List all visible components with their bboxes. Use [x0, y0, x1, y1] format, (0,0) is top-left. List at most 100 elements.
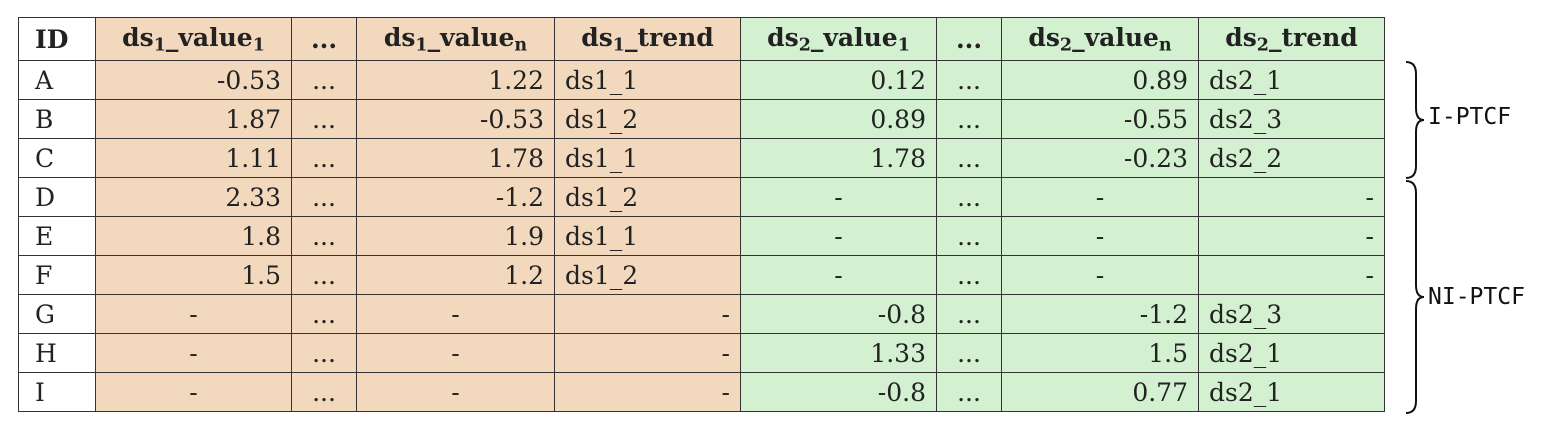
cell-ds1-tr: ds1_2: [554, 177, 741, 217]
cell-ds2-v1: -: [740, 255, 937, 295]
header-ds1-valuen: ds1_valuen: [356, 17, 555, 61]
header-ds2-trend: ds2_trend: [1198, 17, 1385, 61]
cell-ds2-tr: -: [1198, 216, 1385, 256]
brace-i-ptcf: [1405, 61, 1425, 179]
cell-ds2-tr: ds2_3: [1198, 294, 1385, 334]
cell-ds2-v1: -: [740, 216, 937, 256]
table-row: D 2.33... -1.2 ds1_2-... - -: [18, 177, 1385, 217]
table-body: A -0.53... 1.22 ds1_1 0.12... 0.89 ds2_1 B 1.87.…: [18, 60, 1385, 412]
cell-id: F: [18, 255, 96, 295]
cell-e1: ...: [291, 216, 357, 256]
cell-ds1-vn: 1.78: [356, 138, 555, 178]
cell-ds1-v1: 1.87: [95, 99, 292, 139]
cell-e1: ...: [291, 60, 357, 100]
cell-ds2-vn: -: [1001, 255, 1199, 295]
cell-ds2-tr: -: [1198, 177, 1385, 217]
cell-ds2-v1: 1.78: [740, 138, 937, 178]
cell-ds1-v1: -0.53: [95, 60, 292, 100]
cell-ds1-tr: -: [554, 372, 741, 412]
cell-e1: ...: [291, 177, 357, 217]
cell-ds2-tr: ds2_1: [1198, 372, 1385, 412]
cell-ds2-tr: ds2_1: [1198, 60, 1385, 100]
cell-ds2-v1: 0.12: [740, 60, 937, 100]
cell-ds1-vn: 1.2: [356, 255, 555, 295]
cell-ds2-vn: 1.5: [1001, 333, 1199, 373]
cell-e2: ...: [936, 177, 1002, 217]
cell-ds1-v1: 1.11: [95, 138, 292, 178]
cell-e1: ...: [291, 333, 357, 373]
cell-ds2-vn: -0.23: [1001, 138, 1199, 178]
cell-e2: ...: [936, 216, 1002, 256]
cell-ds2-tr: ds2_2: [1198, 138, 1385, 178]
cell-ds1-v1: -: [95, 333, 292, 373]
cell-e2: ...: [936, 372, 1002, 412]
cell-e2: ...: [936, 255, 1002, 295]
cell-ds1-vn: 1.22: [356, 60, 555, 100]
cell-id: D: [18, 177, 96, 217]
cell-ds1-tr: ds1_1: [554, 138, 741, 178]
cell-ds1-tr: ds1_2: [554, 255, 741, 295]
cell-e1: ...: [291, 138, 357, 178]
header-id: ID: [18, 17, 96, 61]
cell-ds1-v1: 1.8: [95, 216, 292, 256]
brace-ni-ptcf: [1405, 180, 1425, 414]
comparison-table: ID ds1_value1 ... ds1_valuen ds1_trend d…: [18, 17, 1385, 412]
cell-ds2-v1: 0.89: [740, 99, 937, 139]
header-row: ID ds1_value1 ... ds1_valuen ds1_trend d…: [18, 17, 1385, 61]
cell-ds2-v1: -0.8: [740, 294, 937, 334]
cell-ds1-tr: -: [554, 294, 741, 334]
group-label-i-ptcf: I-PTCF: [1428, 104, 1512, 130]
table-row: E 1.8... 1.9 ds1_1-... - -: [18, 216, 1385, 256]
cell-ds2-tr: ds2_1: [1198, 333, 1385, 373]
table-row: A -0.53... 1.22 ds1_1 0.12... 0.89 ds2_1: [18, 60, 1385, 100]
cell-ds2-vn: -: [1001, 177, 1199, 217]
cell-e2: ...: [936, 333, 1002, 373]
cell-ds1-v1: -: [95, 294, 292, 334]
cell-ds1-v1: -: [95, 372, 292, 412]
cell-ds1-tr: -: [554, 333, 741, 373]
cell-ds1-vn: -: [356, 333, 555, 373]
header-ellipsis-1: ...: [291, 17, 357, 61]
cell-id: E: [18, 216, 96, 256]
cell-ds1-tr: ds1_1: [554, 216, 741, 256]
cell-id: C: [18, 138, 96, 178]
cell-ds2-v1: -0.8: [740, 372, 937, 412]
cell-e1: ...: [291, 372, 357, 412]
cell-id: H: [18, 333, 96, 373]
cell-ds1-vn: -: [356, 372, 555, 412]
cell-e2: ...: [936, 99, 1002, 139]
table-row: C 1.11... 1.78 ds1_1 1.78... -0.23 ds2_2: [18, 138, 1385, 178]
cell-id: B: [18, 99, 96, 139]
cell-ds2-tr: -: [1198, 255, 1385, 295]
cell-ds2-v1: 1.33: [740, 333, 937, 373]
cell-e1: ...: [291, 255, 357, 295]
cell-e2: ...: [936, 294, 1002, 334]
cell-ds1-v1: 2.33: [95, 177, 292, 217]
cell-ds1-tr: ds1_1: [554, 60, 741, 100]
cell-ds1-vn: -0.53: [356, 99, 555, 139]
table-row: H -... - -1.33... 1.5 ds2_1: [18, 333, 1385, 373]
cell-ds1-vn: 1.9: [356, 216, 555, 256]
cell-e2: ...: [936, 60, 1002, 100]
header-ds1-value1: ds1_value1: [95, 17, 292, 61]
cell-ds2-vn: 0.77: [1001, 372, 1199, 412]
cell-id: A: [18, 60, 96, 100]
table-row: F 1.5... 1.2 ds1_2-... - -: [18, 255, 1385, 295]
table-row: B 1.87... -0.53 ds1_2 0.89... -0.55 ds2_3: [18, 99, 1385, 139]
header-ellipsis-2: ...: [936, 17, 1002, 61]
cell-ds2-vn: -: [1001, 216, 1199, 256]
header-ds1-trend: ds1_trend: [554, 17, 741, 61]
cell-ds2-vn: -0.55: [1001, 99, 1199, 139]
cell-ds2-tr: ds2_3: [1198, 99, 1385, 139]
cell-ds2-vn: -1.2: [1001, 294, 1199, 334]
cell-ds1-vn: -1.2: [356, 177, 555, 217]
cell-ds2-v1: -: [740, 177, 937, 217]
cell-ds1-tr: ds1_2: [554, 99, 741, 139]
cell-ds2-vn: 0.89: [1001, 60, 1199, 100]
header-ds2-valuen: ds2_valuen: [1001, 17, 1199, 61]
cell-ds1-vn: -: [356, 294, 555, 334]
cell-id: I: [18, 372, 96, 412]
header-ds2-value1: ds2_value1: [740, 17, 937, 61]
cell-e1: ...: [291, 294, 357, 334]
group-label-ni-ptcf: NI-PTCF: [1428, 284, 1525, 310]
